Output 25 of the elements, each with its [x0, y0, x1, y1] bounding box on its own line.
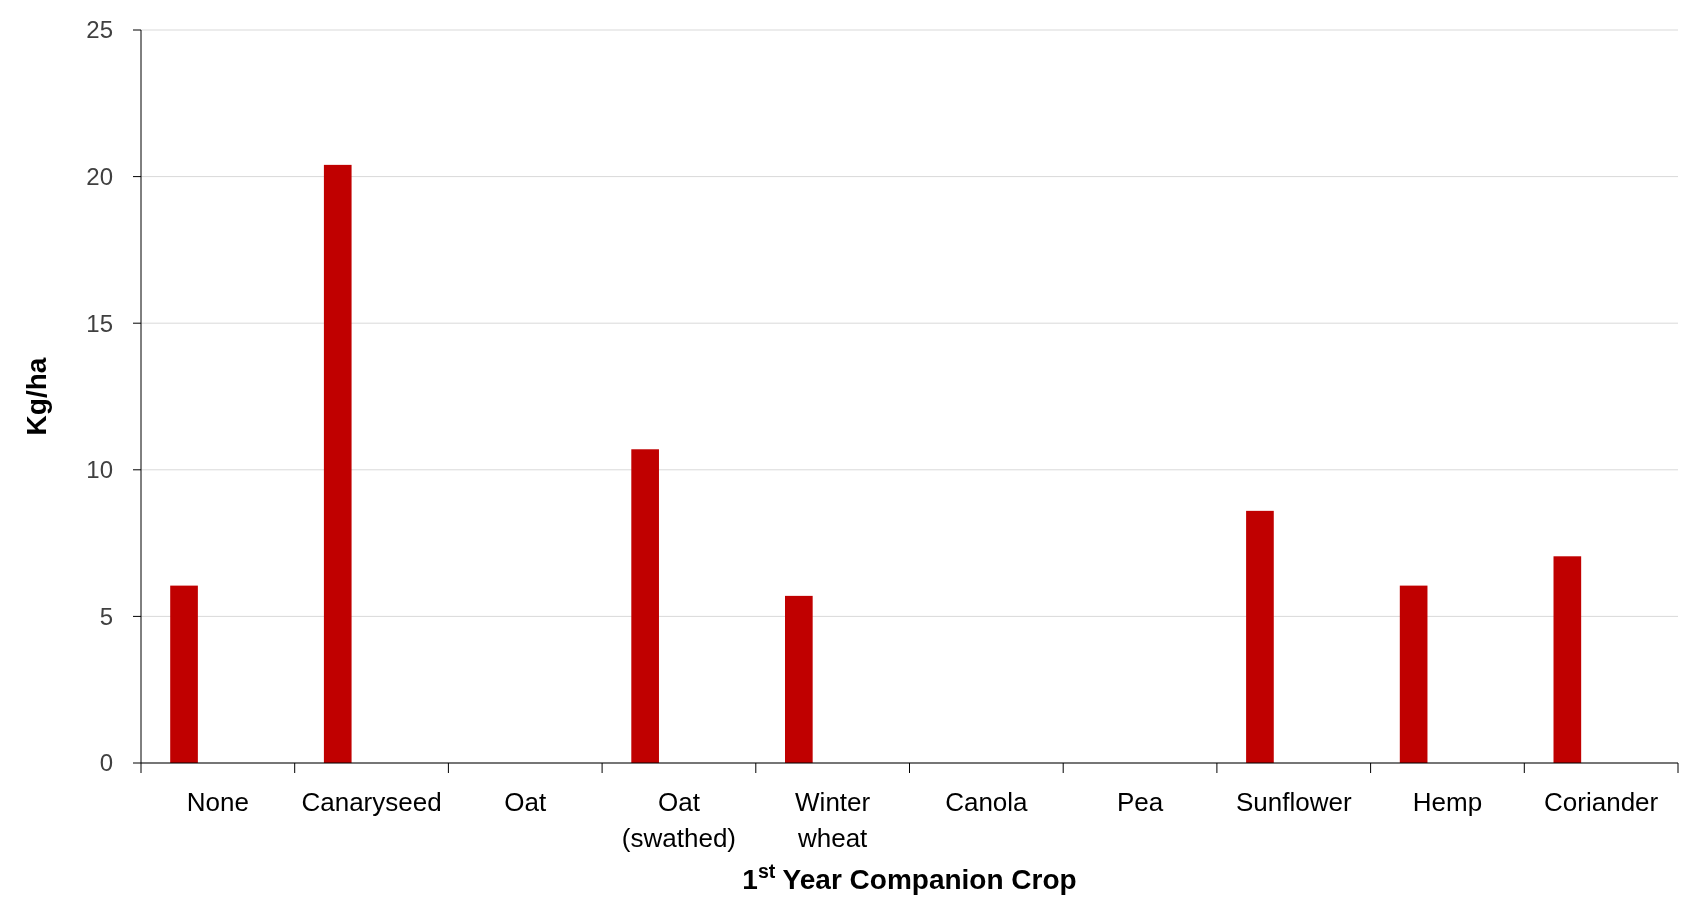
bar [1399, 585, 1428, 763]
y-tick-label: 0 [99, 749, 113, 777]
y-axis-title: Kg/ha [21, 357, 52, 436]
x-tick-label: None [186, 787, 249, 817]
bar [1553, 556, 1582, 763]
x-tick-label: Canola [945, 787, 1029, 817]
y-tick-label: 25 [86, 16, 113, 44]
bar [170, 585, 198, 763]
x-axis-title: 1$^{st}$ Year Companion Crop [742, 860, 1077, 895]
bar [631, 449, 659, 763]
x-tick-label: Winter wheat [795, 787, 871, 853]
x-tick-label: Oat (swathed) [621, 787, 737, 853]
bar [1246, 510, 1274, 763]
y-tick-label: 20 [86, 163, 113, 190]
x-tick-label: Oat [504, 787, 547, 817]
x-tick-label: Pea [1116, 787, 1164, 817]
y-tick-label: 15 [86, 309, 113, 337]
x-tick-label: Sunflower [1235, 787, 1352, 817]
x-tick-label: Coriander [1544, 787, 1659, 817]
y-tick-label: 10 [86, 456, 113, 484]
bar [323, 164, 352, 763]
x-tick-label: Canaryseed [301, 787, 442, 817]
bar [785, 595, 813, 763]
x-tick-label: Hemp [1412, 787, 1483, 817]
y-tick-label: 5 [99, 602, 113, 630]
